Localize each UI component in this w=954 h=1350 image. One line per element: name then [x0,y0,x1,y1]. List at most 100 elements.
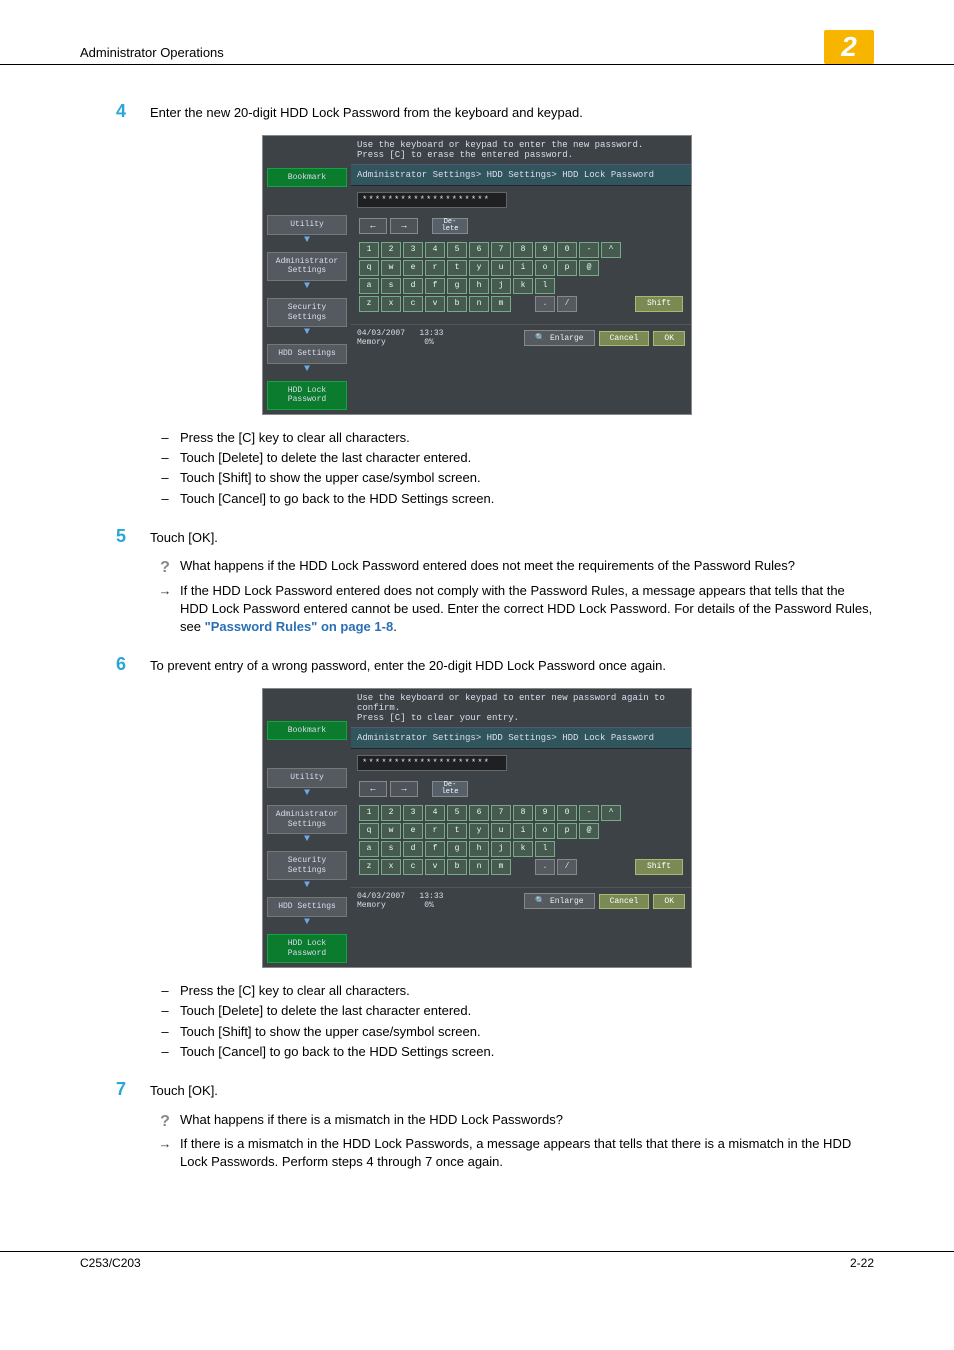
key-button[interactable]: 5 [447,242,467,258]
key-button[interactable]: w [381,823,401,839]
nav-right-button[interactable]: → [390,218,418,234]
key-button[interactable]: e [403,260,423,276]
password-field[interactable]: ******************** [357,755,507,771]
shift-button[interactable]: Shift [635,859,683,875]
key-button[interactable]: 9 [535,805,555,821]
admin-settings-crumb[interactable]: Administrator Settings [267,805,347,834]
delete-button[interactable]: De-lete [432,781,468,797]
key-button[interactable]: e [403,823,423,839]
cancel-button[interactable]: Cancel [599,331,650,346]
key-button[interactable]: m [491,859,511,875]
key-button[interactable]: d [403,841,423,857]
key-button[interactable]: g [447,278,467,294]
key-button[interactable]: h [469,278,489,294]
key-button[interactable]: t [447,823,467,839]
key-button[interactable]: y [469,260,489,276]
key-button[interactable]: 2 [381,805,401,821]
utility-crumb[interactable]: Utility [267,215,347,235]
key-button[interactable]: / [557,859,577,875]
key-button[interactable]: x [381,296,401,312]
key-button[interactable]: l [535,278,555,294]
key-button[interactable]: h [469,841,489,857]
password-rules-link[interactable]: "Password Rules" on page 1-8 [205,619,394,634]
key-button[interactable]: 7 [491,805,511,821]
key-button[interactable]: u [491,823,511,839]
key-button[interactable]: . [535,859,555,875]
key-button[interactable]: o [535,823,555,839]
key-button[interactable]: v [425,296,445,312]
key-button[interactable]: a [359,278,379,294]
key-button[interactable]: 7 [491,242,511,258]
enlarge-button[interactable]: 🔍 Enlarge [524,893,594,909]
key-button[interactable]: 4 [425,805,445,821]
key-button[interactable]: 9 [535,242,555,258]
key-button[interactable]: n [469,296,489,312]
key-button[interactable]: o [535,260,555,276]
key-button[interactable]: 5 [447,805,467,821]
key-button[interactable]: r [425,260,445,276]
key-button[interactable]: l [535,841,555,857]
key-button[interactable]: 1 [359,242,379,258]
hdd-lock-password-crumb[interactable]: HDD Lock Password [267,381,347,410]
delete-button[interactable]: De-lete [432,218,468,234]
key-button[interactable]: j [491,841,511,857]
key-button[interactable]: t [447,260,467,276]
key-button[interactable]: 4 [425,242,445,258]
key-button[interactable]: j [491,278,511,294]
key-button[interactable]: p [557,823,577,839]
key-button[interactable]: 0 [557,242,577,258]
key-button[interactable]: i [513,823,533,839]
key-button[interactable]: 6 [469,805,489,821]
key-button[interactable]: w [381,260,401,276]
key-button[interactable]: s [381,841,401,857]
key-button[interactable]: g [447,841,467,857]
bookmark-tab[interactable]: Bookmark [267,721,347,741]
key-button[interactable]: @ [579,823,599,839]
key-button[interactable]: p [557,260,577,276]
key-button[interactable]: r [425,823,445,839]
key-button[interactable]: b [447,859,467,875]
enlarge-button[interactable]: 🔍 Enlarge [524,330,594,346]
key-button[interactable]: ^ [601,805,621,821]
key-button[interactable]: f [425,841,445,857]
key-button[interactable]: . [535,296,555,312]
security-settings-crumb[interactable]: Security Settings [267,851,347,880]
ok-button[interactable]: OK [653,894,685,909]
key-button[interactable]: 8 [513,242,533,258]
key-button[interactable]: 0 [557,805,577,821]
key-button[interactable]: n [469,859,489,875]
key-button[interactable]: v [425,859,445,875]
key-button[interactable]: 2 [381,242,401,258]
password-field[interactable]: ******************** [357,192,507,208]
ok-button[interactable]: OK [653,331,685,346]
key-button[interactable]: c [403,296,423,312]
key-button[interactable]: @ [579,260,599,276]
hdd-lock-password-crumb[interactable]: HDD Lock Password [267,934,347,963]
admin-settings-crumb[interactable]: Administrator Settings [267,252,347,281]
key-button[interactable]: m [491,296,511,312]
key-button[interactable]: x [381,859,401,875]
key-button[interactable]: k [513,278,533,294]
key-button[interactable]: 3 [403,805,423,821]
security-settings-crumb[interactable]: Security Settings [267,298,347,327]
nav-left-button[interactable]: ← [359,781,387,797]
key-button[interactable]: d [403,278,423,294]
key-button[interactable]: y [469,823,489,839]
key-button[interactable]: - [579,242,599,258]
key-button[interactable]: / [557,296,577,312]
key-button[interactable]: q [359,823,379,839]
cancel-button[interactable]: Cancel [599,894,650,909]
key-button[interactable]: 8 [513,805,533,821]
key-button[interactable]: u [491,260,511,276]
key-button[interactable]: 3 [403,242,423,258]
key-button[interactable]: ^ [601,242,621,258]
key-button[interactable]: z [359,859,379,875]
key-button[interactable]: k [513,841,533,857]
hdd-settings-crumb[interactable]: HDD Settings [267,897,347,917]
key-button[interactable]: q [359,260,379,276]
key-button[interactable]: i [513,260,533,276]
shift-button[interactable]: Shift [635,296,683,312]
key-button[interactable]: 6 [469,242,489,258]
key-button[interactable]: z [359,296,379,312]
hdd-settings-crumb[interactable]: HDD Settings [267,344,347,364]
